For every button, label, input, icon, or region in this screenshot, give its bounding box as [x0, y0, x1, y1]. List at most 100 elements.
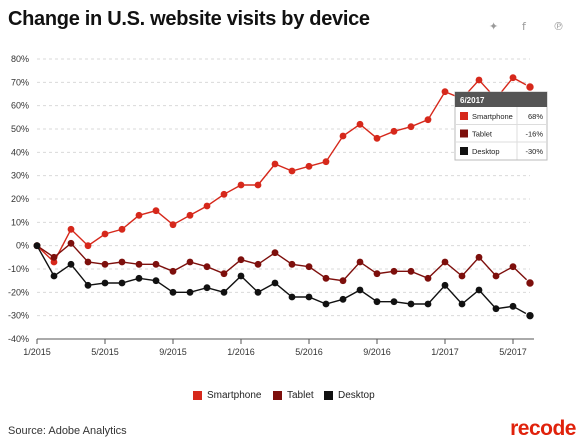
- data-point-desktop: [169, 288, 177, 296]
- tooltip-series-value: -30%: [525, 147, 543, 156]
- data-point-smartphone: [101, 230, 109, 238]
- tooltip-series-value: 68%: [528, 112, 543, 121]
- x-tick-label: 1/2015: [23, 347, 51, 357]
- data-point-desktop: [475, 286, 483, 294]
- data-point-smartphone: [186, 211, 194, 219]
- data-point-tablet: [50, 253, 58, 261]
- recode-logo[interactable]: recode: [510, 417, 576, 440]
- y-tick-label: 0%: [16, 241, 29, 251]
- data-point-smartphone: [390, 127, 398, 135]
- legend-tablet[interactable]: Tablet: [273, 390, 314, 401]
- data-point-tablet: [475, 253, 483, 261]
- data-point-desktop: [33, 242, 41, 250]
- data-point-tablet: [390, 267, 398, 275]
- y-tick-label: 60%: [11, 101, 29, 111]
- data-point-smartphone: [441, 88, 449, 96]
- data-point-smartphone: [203, 202, 211, 210]
- y-tick-label: -10%: [8, 264, 29, 274]
- data-point-desktop: [118, 279, 126, 287]
- data-point-tablet: [288, 260, 296, 268]
- data-point-smartphone: [271, 160, 279, 168]
- data-point-smartphone: [152, 207, 160, 215]
- data-point-smartphone: [118, 225, 126, 233]
- data-point-desktop: [67, 260, 75, 268]
- legend-swatch-smartphone: [193, 391, 202, 400]
- x-tick-label: 5/2015: [91, 347, 119, 357]
- x-tick-label: 9/2015: [159, 347, 187, 357]
- data-point-tablet: [322, 274, 330, 282]
- tooltip-series-name: Desktop: [472, 147, 500, 156]
- data-point-smartphone: [509, 74, 517, 82]
- data-point-tablet: [186, 258, 194, 266]
- data-point-smartphone: [220, 190, 228, 198]
- data-point-tablet: [271, 249, 279, 257]
- tooltip-header-bg: [455, 92, 547, 107]
- tooltip-swatch: [460, 147, 468, 155]
- x-tick-label: 1/2017: [431, 347, 459, 357]
- data-point-tablet: [407, 267, 415, 275]
- data-point-desktop: [288, 293, 296, 301]
- data-point-tablet: [339, 277, 347, 285]
- tooltip-series-value: -16%: [525, 130, 543, 139]
- data-point-desktop: [407, 300, 415, 308]
- data-point-tablet: [101, 260, 109, 268]
- data-point-desktop: [458, 300, 466, 308]
- pinterest-icon[interactable]: ℗: [553, 20, 564, 33]
- data-point-desktop: [424, 300, 432, 308]
- legend-desktop[interactable]: Desktop: [324, 390, 375, 401]
- data-point-desktop: [322, 300, 330, 308]
- facebook-icon[interactable]: f: [522, 20, 526, 33]
- data-point-desktop: [254, 288, 262, 296]
- data-point-tablet: [458, 272, 466, 280]
- data-point-smartphone: [237, 181, 245, 189]
- data-point-desktop: [509, 302, 517, 310]
- data-point-tablet: [356, 258, 364, 266]
- series-line-desktop: [36, 245, 531, 317]
- data-point-tablet: [441, 258, 449, 266]
- data-point-desktop: [390, 298, 398, 306]
- data-point-smartphone: [169, 221, 177, 229]
- legend-swatch-tablet: [273, 391, 282, 400]
- data-point-smartphone: [50, 258, 58, 266]
- data-point-desktop: [186, 288, 194, 296]
- y-tick-label: 30%: [11, 171, 29, 181]
- tooltip-swatch: [460, 129, 468, 138]
- data-point-desktop: [525, 310, 535, 321]
- data-point-smartphone: [424, 116, 432, 124]
- tooltip-series-name: Smartphone: [472, 112, 513, 121]
- data-point-desktop: [356, 286, 364, 294]
- legend-swatch-desktop: [324, 391, 333, 400]
- data-point-tablet: [67, 239, 75, 247]
- data-point-tablet: [305, 263, 313, 271]
- data-point-desktop: [305, 293, 313, 301]
- data-point-desktop: [152, 277, 160, 285]
- y-tick-label: 70%: [11, 77, 29, 87]
- data-point-smartphone: [254, 181, 262, 189]
- data-point-desktop: [101, 279, 109, 287]
- data-point-smartphone: [373, 134, 381, 142]
- data-point-desktop: [237, 272, 245, 280]
- data-point-tablet: [84, 258, 92, 266]
- data-point-smartphone: [475, 76, 483, 84]
- x-tick-label: 5/2016: [295, 347, 323, 357]
- twitter-icon[interactable]: ✦: [489, 20, 499, 33]
- data-point-tablet: [169, 267, 177, 275]
- data-point-tablet: [525, 278, 535, 288]
- legend-smartphone[interactable]: Smartphone: [193, 390, 261, 401]
- data-point-tablet: [492, 272, 500, 280]
- data-point-desktop: [441, 281, 449, 289]
- data-point-smartphone: [305, 162, 313, 170]
- legend-label-smartphone: Smartphone: [207, 390, 262, 401]
- data-point-smartphone: [407, 123, 415, 131]
- data-point-desktop: [271, 279, 279, 287]
- data-point-tablet: [118, 258, 126, 266]
- legend-label-desktop: Desktop: [338, 390, 375, 401]
- y-tick-label: 50%: [11, 124, 29, 134]
- x-tick-label: 5/2017: [499, 347, 527, 357]
- y-tick-label: -40%: [8, 334, 29, 344]
- data-point-desktop: [220, 288, 228, 296]
- data-point-smartphone: [67, 225, 75, 233]
- y-tick-label: 80%: [11, 54, 29, 64]
- data-point-tablet: [220, 270, 228, 278]
